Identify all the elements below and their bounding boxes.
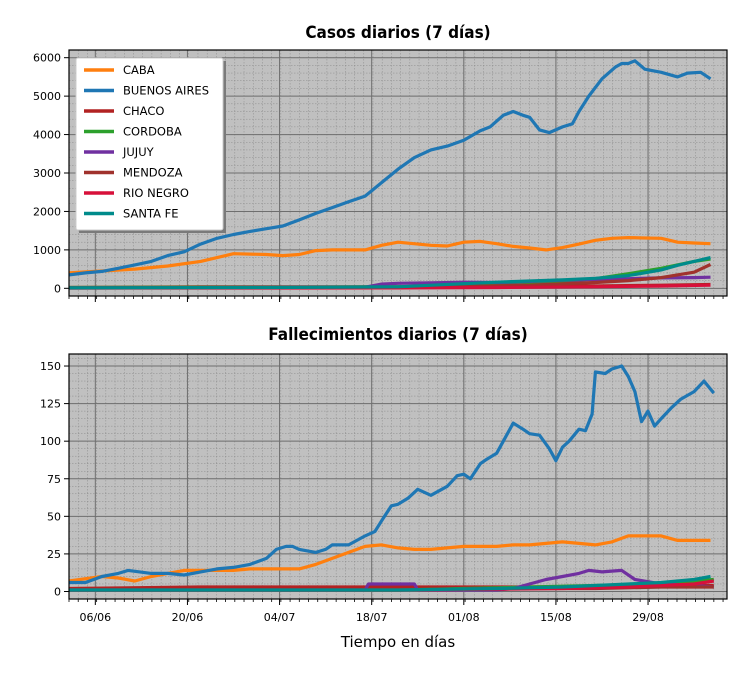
legend-label: RIO NEGRO — [123, 186, 189, 200]
series-line-jujuy — [69, 568, 714, 592]
y-tick-label: 5000 — [33, 90, 61, 103]
deaths-panel: Fallecimientos diarios (7 días) Tiempo e… — [40, 325, 728, 651]
y-tick-label: 0 — [54, 282, 61, 295]
cases-title: Casos diarios (7 días) — [305, 23, 490, 43]
plot-frame — [68, 353, 728, 600]
series-line-caba — [69, 236, 711, 275]
y-tick-label: 2000 — [33, 205, 61, 218]
y-tick-label: 4000 — [33, 129, 61, 142]
deaths-title: Fallecimientos diarios (7 días) — [268, 325, 527, 345]
y-tick-label: 75 — [47, 473, 61, 486]
y-tick-label: 125 — [40, 398, 61, 411]
legend-label: JUJUY — [122, 145, 155, 159]
plot-background — [69, 354, 727, 599]
y-tick-label: 6000 — [33, 52, 61, 65]
y-tick-label: 100 — [40, 435, 61, 448]
series-line-santa-fe — [69, 256, 711, 290]
x-tick-label: 18/07 — [356, 611, 388, 624]
x-axis-label: Tiempo en días — [340, 633, 456, 651]
legend-label: CABA — [123, 63, 155, 77]
x-tick-label: 04/07 — [264, 611, 296, 624]
y-tick-label: 25 — [47, 548, 61, 561]
y-tick-label: 150 — [40, 360, 61, 373]
x-tick-label: 15/08 — [540, 611, 572, 624]
x-tick-label: 06/06 — [79, 611, 111, 624]
series-line-buenos-aires — [69, 364, 716, 585]
legend-label: MENDOZA — [123, 166, 183, 180]
x-tick-label: 01/08 — [448, 611, 480, 624]
legend-label: CORDOBA — [123, 125, 182, 139]
series-line-santa-fe — [69, 574, 711, 592]
y-tick-label: 0 — [54, 585, 61, 598]
y-tick-label: 3000 — [33, 167, 61, 180]
x-tick-label: 29/08 — [632, 611, 664, 624]
cases-panel: Casos diarios (7 días) 0 1000 2000 3000 4000… — [33, 23, 728, 302]
legend-box — [75, 57, 224, 231]
y-tick-label: 1000 — [33, 244, 61, 257]
y-tick-label: 50 — [47, 510, 61, 523]
legend-label: CHACO — [123, 104, 164, 118]
series-line-buenos-aires — [69, 59, 712, 277]
legend-label: SANTA FE — [123, 207, 179, 221]
x-tick-label: 20/06 — [172, 611, 204, 624]
legend-label: BUENOS AIRES — [123, 84, 209, 98]
series-line-caba — [69, 534, 711, 583]
